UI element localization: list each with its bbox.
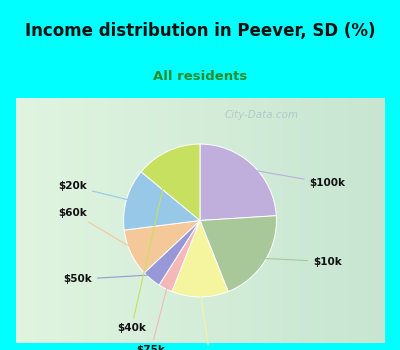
Wedge shape	[141, 144, 200, 220]
Wedge shape	[159, 220, 200, 292]
Text: $40k: $40k	[117, 160, 170, 333]
Text: $50k: $50k	[63, 274, 152, 284]
Wedge shape	[144, 220, 200, 285]
Text: $30k: $30k	[196, 294, 224, 350]
Wedge shape	[172, 220, 228, 297]
Text: City-Data.com: City-Data.com	[224, 110, 298, 120]
Wedge shape	[124, 172, 200, 230]
Text: $60k: $60k	[58, 208, 134, 249]
Text: $10k: $10k	[262, 257, 342, 267]
Wedge shape	[200, 144, 276, 220]
Text: $100k: $100k	[251, 170, 345, 188]
Text: All residents: All residents	[153, 70, 247, 83]
Text: $20k: $20k	[58, 181, 130, 200]
Wedge shape	[200, 216, 276, 292]
Text: $75k: $75k	[136, 286, 167, 350]
Text: Income distribution in Peever, SD (%): Income distribution in Peever, SD (%)	[25, 22, 375, 40]
Wedge shape	[124, 220, 200, 273]
